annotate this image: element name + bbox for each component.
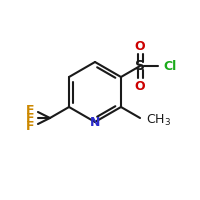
Text: Cl: Cl bbox=[163, 60, 176, 72]
Text: N: N bbox=[90, 116, 100, 129]
Text: S: S bbox=[135, 59, 145, 73]
Text: F: F bbox=[26, 119, 34, 132]
Text: CH$_3$: CH$_3$ bbox=[146, 112, 171, 128]
Text: O: O bbox=[135, 79, 145, 92]
Text: O: O bbox=[135, 40, 145, 52]
Text: F: F bbox=[26, 104, 34, 116]
Text: F: F bbox=[26, 112, 34, 124]
